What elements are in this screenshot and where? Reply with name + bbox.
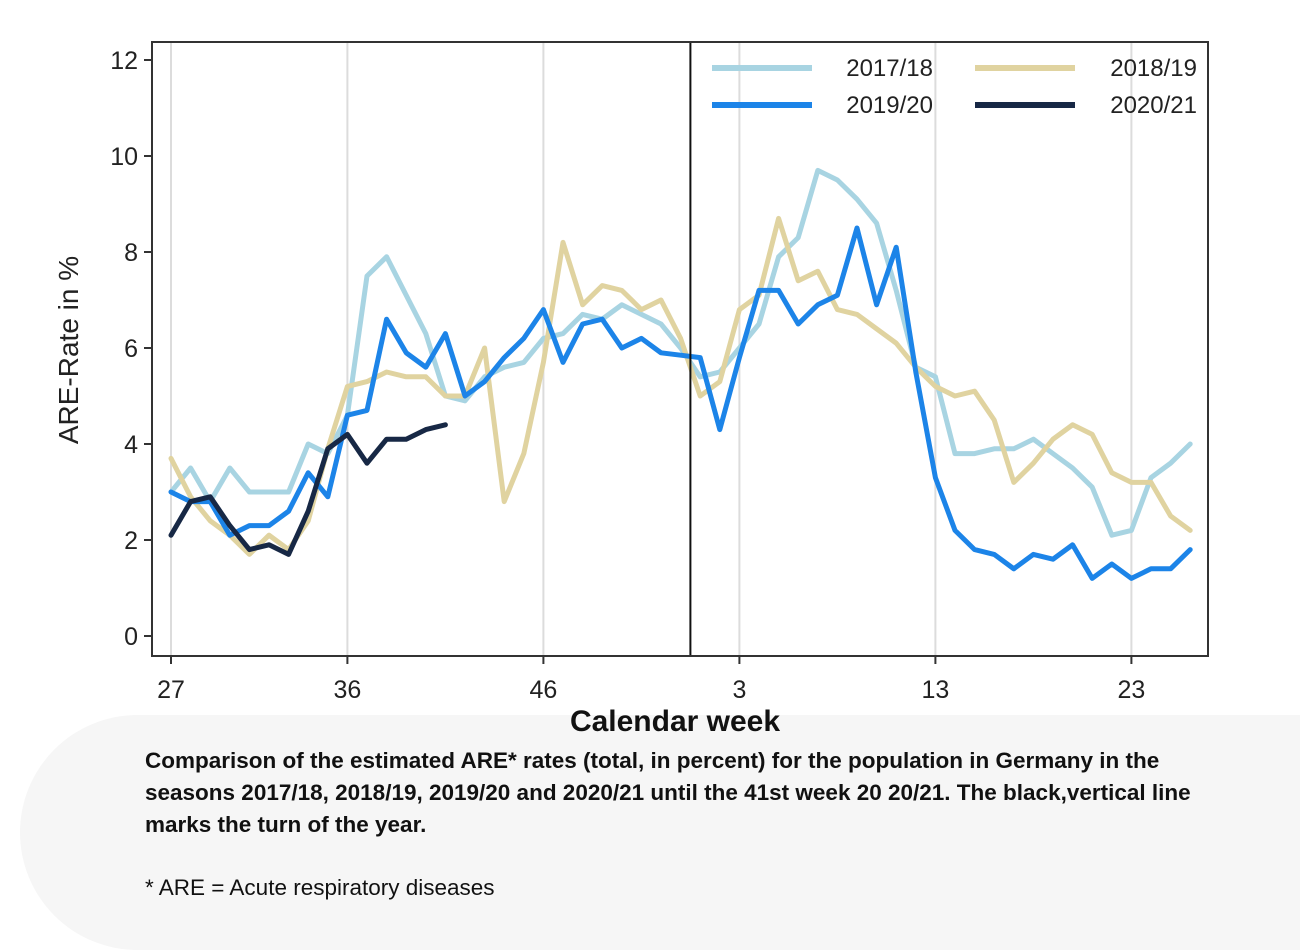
series-lines [168,167,1193,581]
legend-label-2018-19: 2018/19 [1110,55,1197,82]
y-tick-label: 10 [110,143,138,171]
series-line-2020-21 [168,422,448,557]
x-tick-label: 3 [732,676,746,704]
x-tick-label: 36 [333,676,361,704]
y-tick-label: 0 [124,623,138,651]
y-tick-label: 8 [124,239,138,267]
legend: 2017/18 2018/19 2019/20 2020/21 [712,55,1197,119]
x-tick-label: 27 [157,676,185,704]
x-tick-label: 23 [1117,676,1145,704]
y-axis: 0 2 4 6 8 10 12 [110,47,152,651]
series-line-2019-20 [168,225,1193,581]
x-tick-label: 46 [529,676,557,704]
x-axis-label: Calendar week [570,705,780,738]
legend-label-2017-18: 2017/18 [846,55,933,82]
legend-label-2020-21: 2020/21 [1110,92,1197,119]
x-tick-label: 13 [921,676,949,704]
gridlines [170,42,1133,656]
y-axis-label: ARE-Rate in % [53,256,84,444]
y-tick-label: 4 [124,431,138,459]
footnote: * ARE = Acute respiratory diseases [145,875,495,900]
y-tick-label: 12 [110,47,138,75]
y-tick-label: 2 [124,527,138,555]
y-tick-label: 6 [124,335,138,363]
figure-caption: Comparison of the estimated ARE* rates (… [145,748,1191,837]
series-line-2017-18 [168,167,1193,538]
x-axis: 27 36 46 3 13 23 [157,656,1145,704]
caption-background [20,715,1300,950]
series-line-2018-19 [168,215,1193,557]
legend-label-2019-20: 2019/20 [846,92,933,119]
